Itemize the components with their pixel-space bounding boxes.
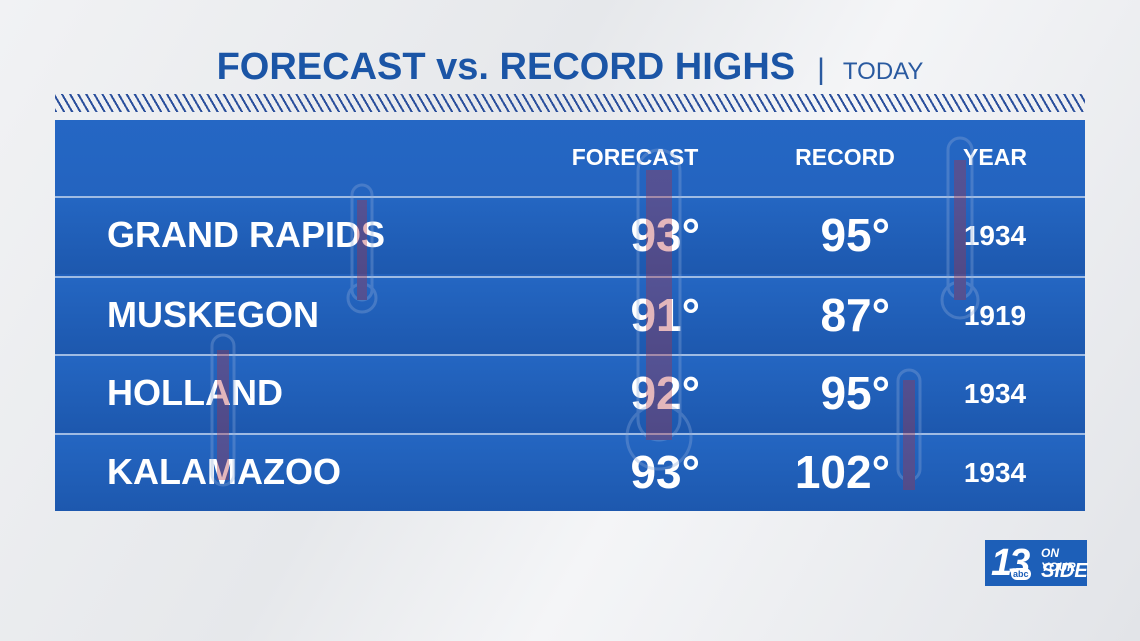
table-row (55, 433, 1085, 511)
forecast: 93° (630, 446, 700, 498)
record: 95° (820, 209, 890, 261)
station-logo: 13 abc ON YOUR SIDE (985, 540, 1088, 586)
logo-line1: ON YOUR (1041, 546, 1076, 574)
city: HOLLAND (107, 372, 283, 413)
forecast: 92° (560, 366, 700, 420)
table-row (55, 354, 1085, 432)
logo-network: abc (1011, 568, 1031, 580)
column-header: FORECAST (571, 144, 699, 170)
title-bar: FORECAST vs. RECORD HIGHS | TODAY (0, 46, 1140, 89)
forecast: 91° (560, 288, 700, 342)
city: KALAMAZOO (107, 451, 341, 493)
hatch-bar (55, 94, 1085, 112)
table-row (55, 276, 1085, 354)
year: 1919 (963, 300, 1027, 331)
record: 87° (820, 289, 890, 341)
column-header: RECORD (795, 144, 895, 170)
subtitle: TODAY (842, 58, 924, 85)
record: 95° (820, 367, 890, 419)
title: FORECAST vs. RECORD HIGHS (216, 46, 796, 88)
divider: | (817, 53, 825, 86)
record: 102° (794, 446, 890, 498)
city: MUSKEGON (107, 294, 320, 335)
logo-line2: SIDE (1041, 560, 1088, 582)
year: 1934 (963, 457, 1027, 488)
city: GRAND RAPIDS (107, 214, 386, 255)
year: 1934 (963, 378, 1027, 409)
column-header: YEAR (963, 144, 1027, 170)
forecast: 93° (560, 208, 700, 262)
year: 1934 (963, 220, 1027, 251)
table-row (55, 196, 1085, 274)
